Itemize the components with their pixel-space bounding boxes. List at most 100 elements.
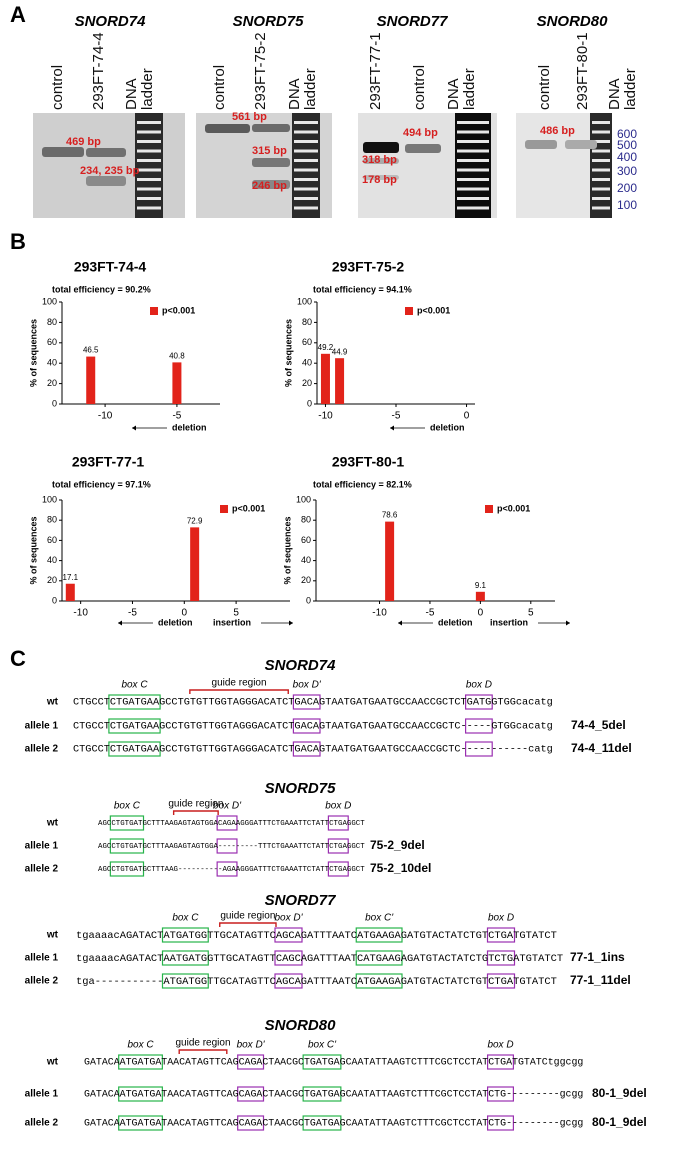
legend-swatch xyxy=(220,505,228,513)
box-label: box C' xyxy=(365,913,394,924)
chart-subtitle: total efficiency = 97.1% xyxy=(52,479,151,489)
band xyxy=(565,140,597,149)
y-axis-label: % of sequences xyxy=(28,516,38,584)
chart-title: 293FT-74-4 xyxy=(74,259,147,275)
arrow-head xyxy=(390,425,394,431)
sequence: tgaaaacAGATACTAATGATGGTTGCATAGTTCAGCAGAT… xyxy=(76,953,563,965)
motif-box xyxy=(118,1054,163,1070)
ladder-band xyxy=(294,178,318,181)
box-label: box C xyxy=(121,680,148,691)
y-axis-label: % of sequences xyxy=(28,319,38,387)
ladder-band xyxy=(457,187,489,191)
guide-label: guide region xyxy=(175,1038,230,1049)
y-tick-label: 20 xyxy=(302,378,312,388)
motif-box xyxy=(486,927,516,943)
motif-box xyxy=(302,1086,342,1102)
band xyxy=(525,140,557,149)
legend-swatch xyxy=(485,505,493,513)
allele-name: 75-2_10del xyxy=(370,861,431,875)
allele-name: 77-1_11del xyxy=(570,973,631,987)
y-tick-label: 80 xyxy=(301,515,311,525)
band xyxy=(86,176,126,186)
y-tick-label: 60 xyxy=(47,337,57,347)
value-label: 46.5 xyxy=(83,346,99,355)
y-tick-label: 60 xyxy=(302,337,312,347)
row-label: allele 1 xyxy=(25,953,59,964)
box-label: box D' xyxy=(274,913,303,924)
ladder-band xyxy=(592,149,610,153)
ladder-band xyxy=(592,130,610,134)
ladder-band xyxy=(457,130,489,134)
allele-name: 77-1_1ins xyxy=(570,950,625,964)
lane-label: control xyxy=(49,64,66,110)
arrow-head xyxy=(289,620,293,626)
ladder-label: 400 xyxy=(617,150,637,164)
y-tick-label: 0 xyxy=(52,595,57,605)
box-label: box C xyxy=(114,801,141,812)
ladder-band xyxy=(592,178,610,181)
chart-title: 293FT-77-1 xyxy=(72,454,145,470)
motif-box xyxy=(216,838,238,854)
x-tick-label: 5 xyxy=(528,608,534,619)
legend-label: p<0.001 xyxy=(162,305,195,315)
y-tick-label: 40 xyxy=(47,358,57,368)
ladder-band xyxy=(457,206,489,210)
band-label: 315 bp xyxy=(252,145,287,157)
motif-box xyxy=(465,718,493,734)
motif-box xyxy=(302,1115,342,1131)
box-label: box D xyxy=(488,913,514,924)
motif-box xyxy=(109,838,145,854)
value-label: 49.2 xyxy=(318,343,334,352)
ladder-band xyxy=(294,206,318,210)
ladder-band xyxy=(294,187,318,191)
box-label: box C xyxy=(127,1040,154,1051)
x-tick-label: -10 xyxy=(372,608,387,619)
ladder-band xyxy=(137,168,161,172)
motif-box xyxy=(274,950,303,966)
ladder-band xyxy=(592,206,610,210)
motif-box xyxy=(161,950,209,966)
x-tick-label: 5 xyxy=(233,608,239,619)
motif-box xyxy=(355,927,403,943)
band-label: 469 bp xyxy=(66,136,101,148)
y-tick-label: 60 xyxy=(301,535,311,545)
y-tick-label: 100 xyxy=(297,296,312,306)
ladder-band xyxy=(137,197,161,200)
ladder-band xyxy=(457,197,489,200)
ladder-band xyxy=(137,140,161,143)
ladder-band xyxy=(457,121,489,124)
sequence-title: SNORD75 xyxy=(265,780,337,797)
box-label: box C' xyxy=(308,1040,337,1051)
ladder-band xyxy=(457,159,489,162)
value-label: 78.6 xyxy=(382,511,398,520)
lane-label: 293FT-80-1 xyxy=(574,32,591,110)
row-label: allele 2 xyxy=(25,864,59,875)
axis-annotation: deletion xyxy=(438,617,473,627)
motif-box xyxy=(274,973,303,989)
lane-label: control xyxy=(536,64,553,110)
sequence: AGCCTGTGATGCTTTAAGAGTAGTGGACAGAAGGGATTTC… xyxy=(98,820,365,828)
row-label: allele 2 xyxy=(25,1118,59,1129)
ladder-band xyxy=(137,187,161,191)
ladder-band xyxy=(294,149,318,153)
sequence-title: SNORD80 xyxy=(265,1017,337,1034)
bar xyxy=(475,591,485,601)
ladder-band xyxy=(294,121,318,124)
band xyxy=(363,158,399,164)
x-tick-label: -5 xyxy=(128,608,137,619)
ladder-band xyxy=(592,121,610,124)
x-tick-label: -10 xyxy=(73,608,88,619)
guide-label: guide region xyxy=(168,799,223,810)
band xyxy=(363,142,399,153)
motif-box xyxy=(274,927,303,943)
ladder-label: 200 xyxy=(617,181,637,195)
ladder-band xyxy=(294,197,318,200)
motif-box xyxy=(355,973,403,989)
bar xyxy=(65,583,75,601)
motif-box xyxy=(237,1086,265,1102)
guide-bracket xyxy=(178,1049,228,1054)
y-tick-label: 20 xyxy=(47,378,57,388)
band xyxy=(252,124,290,132)
x-tick-label: 0 xyxy=(464,411,470,422)
